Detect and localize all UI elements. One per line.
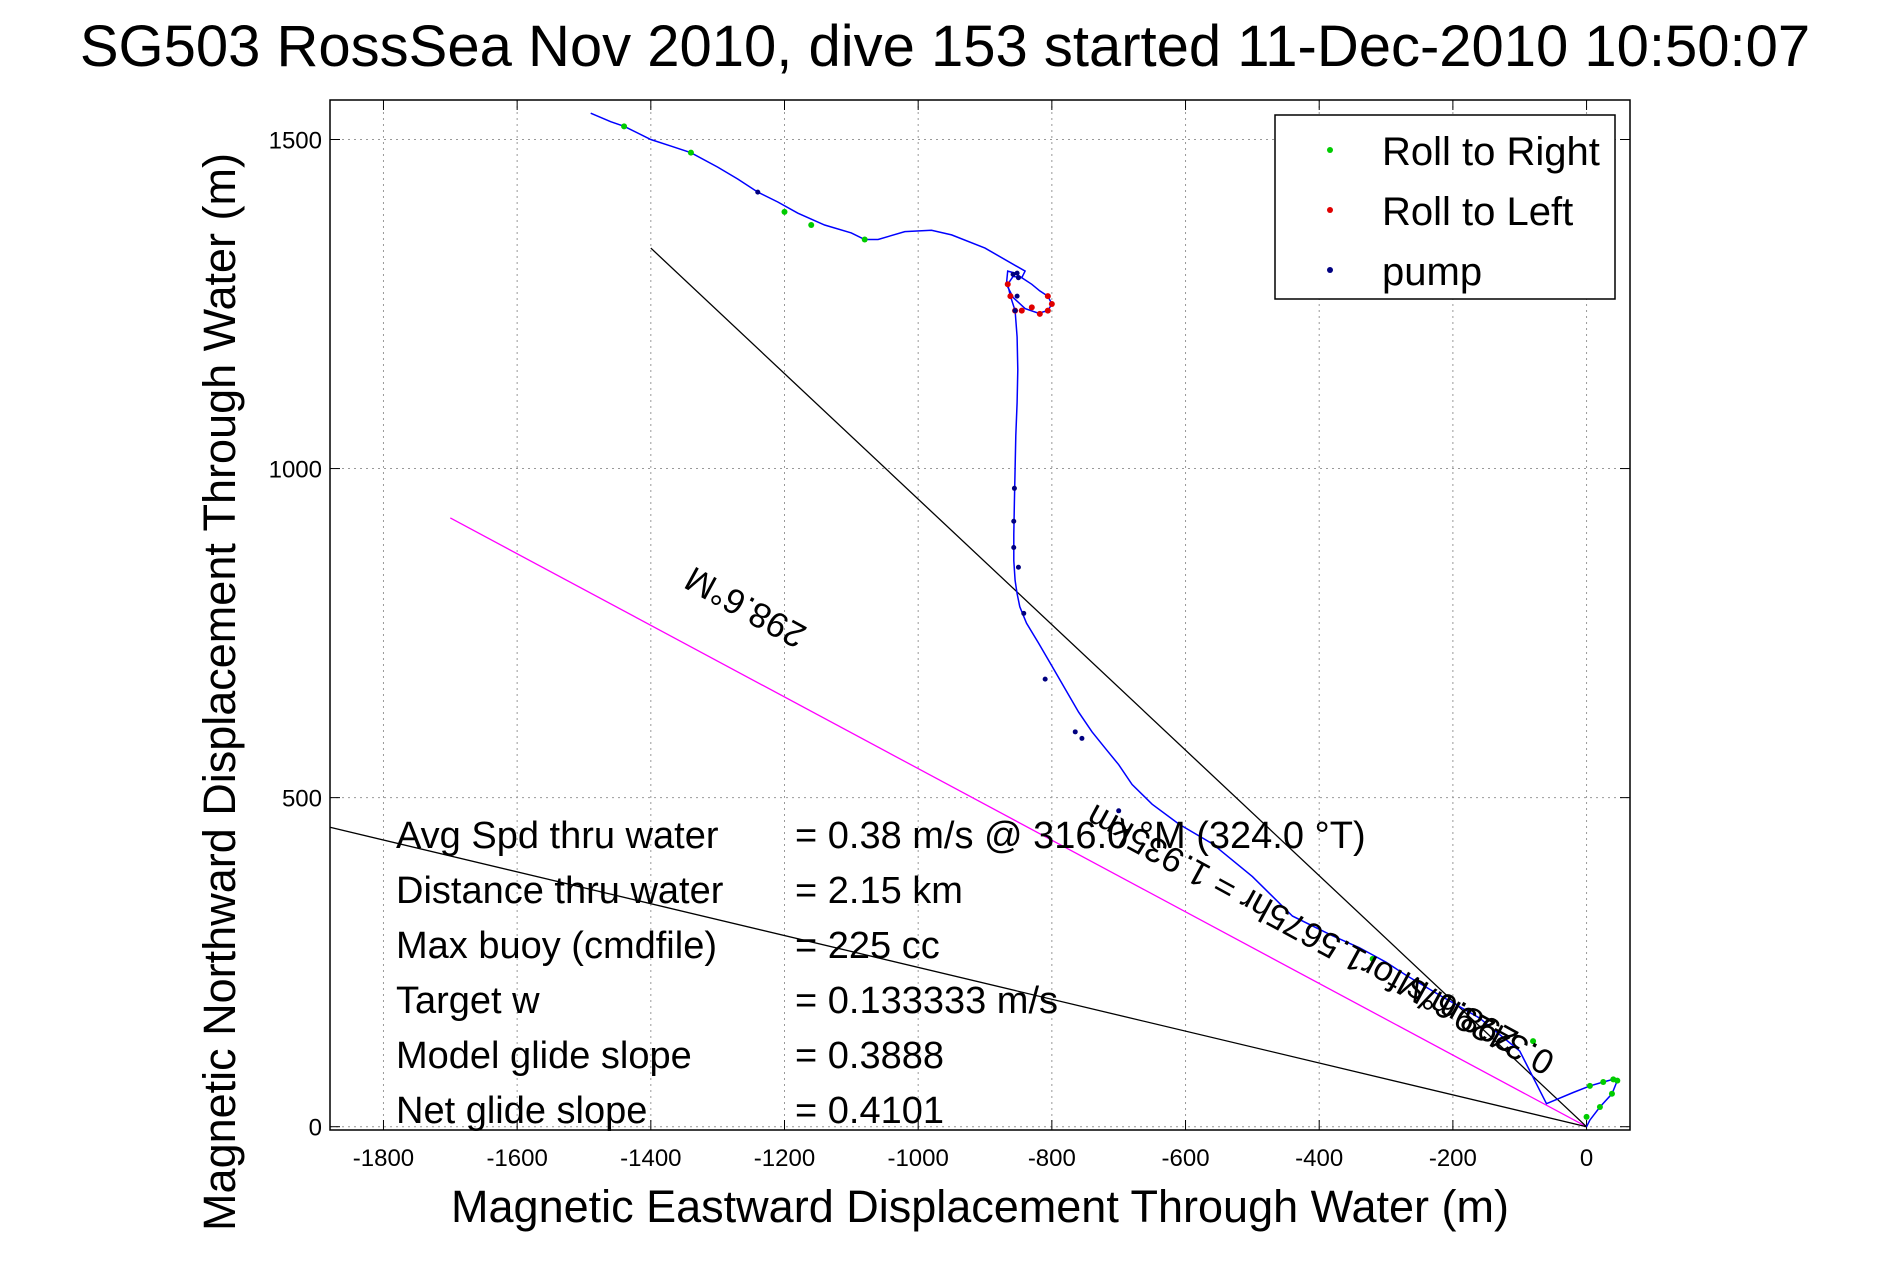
- legend-marker: [1327, 267, 1333, 273]
- roll-right-marker: [687, 149, 694, 156]
- x-tick-label: 0: [1580, 1145, 1593, 1172]
- stat-label: Net glide slope: [396, 1090, 647, 1132]
- stat-label: Model glide slope: [396, 1035, 692, 1077]
- pump-marker: [1014, 293, 1020, 299]
- roll-right-marker: [1600, 1078, 1607, 1085]
- stat-value: = 0.4101: [795, 1090, 944, 1132]
- pump-marker: [1011, 485, 1017, 491]
- pump-marker: [1015, 275, 1021, 281]
- pump-marker: [1072, 729, 1078, 735]
- pump-marker: [1042, 676, 1048, 682]
- legend-label: Roll to Right: [1382, 130, 1600, 174]
- pump-marker: [1011, 518, 1017, 524]
- x-axis-ticks: -1800 -1600 -1400 -1200 -1000 -800 -600 -400 -20…: [353, 100, 1593, 1172]
- x-axis-label: Magnetic Eastward Displacement Through W…: [451, 1181, 1509, 1232]
- y-tick-label: 0: [309, 1115, 322, 1142]
- pump-marker: [1011, 545, 1017, 551]
- roll-left-marker: [1004, 281, 1011, 288]
- roll-left-marker: [1048, 301, 1055, 308]
- magenta-heading-line: [450, 517, 1587, 1128]
- stat-label: Max buoy (cmdfile): [396, 925, 717, 967]
- x-tick-label: -1600: [486, 1145, 547, 1172]
- pump-marker: [1014, 270, 1020, 276]
- x-tick-label: -1400: [620, 1145, 681, 1172]
- roll-right-marker: [1369, 955, 1376, 962]
- roll-left-marker: [1036, 310, 1043, 317]
- y-axis-ticks: 0 500 1000 1500: [269, 127, 1630, 1142]
- chart-title: SG503 RossSea Nov 2010, dive 153 started…: [80, 14, 1810, 79]
- pump-marker: [755, 189, 761, 195]
- y-axis-label: Magnetic Northward Displacement Through …: [194, 153, 245, 1231]
- grid-lines: [330, 100, 1630, 1130]
- stat-value: = 0.133333 m/s: [795, 980, 1058, 1022]
- roll-right-marker: [861, 236, 868, 243]
- x-tick-label: -200: [1429, 1145, 1477, 1172]
- pump-marker: [1116, 808, 1122, 814]
- x-tick-label: -1000: [887, 1145, 948, 1172]
- y-tick-label: 1500: [269, 127, 322, 154]
- pump-marker: [1012, 308, 1018, 314]
- legend-marker: [1327, 207, 1333, 213]
- roll-right-marker: [1596, 1103, 1603, 1110]
- dive-stats: Avg Spd thru water = 0.38 m/s @ 316.0 °M …: [396, 815, 1366, 1132]
- legend-label: pump: [1382, 250, 1482, 294]
- black-line-lower: [329, 826, 1587, 1128]
- stat-label: Distance thru water: [396, 870, 724, 912]
- stat-value: = 2.15 km: [795, 870, 963, 912]
- roll-right-marker: [1530, 1038, 1537, 1045]
- pump-marker: [1021, 610, 1027, 616]
- roll-right-marker: [781, 208, 788, 215]
- pump-marker: [1015, 564, 1021, 570]
- x-tick-label: -400: [1295, 1145, 1343, 1172]
- roll-right-marker: [1610, 1076, 1617, 1083]
- y-tick-label: 1000: [269, 457, 322, 484]
- stat-value: = 0.3888: [795, 1035, 944, 1077]
- stat-value: = 0.38 m/s @ 316.0 °M (324.0 °T): [795, 815, 1366, 857]
- x-tick-label: -600: [1162, 1145, 1210, 1172]
- roll-left-marker: [1044, 307, 1051, 314]
- roll-left-marker: [1028, 304, 1035, 311]
- y-tick-label: 500: [282, 786, 322, 813]
- plot-frame: [329, 99, 1631, 1131]
- x-tick-label: -1800: [353, 1145, 414, 1172]
- reference-lines: [329, 247, 1588, 1128]
- roll-left-marker: [1007, 293, 1014, 300]
- roll-right-marker: [621, 123, 628, 130]
- roll-left-marker: [1018, 307, 1025, 314]
- legend-label: Roll to Left: [1382, 190, 1573, 234]
- x-tick-label: -1200: [754, 1145, 815, 1172]
- pump-marker: [1079, 735, 1085, 741]
- pump-marker: [1010, 271, 1016, 277]
- roll-right-marker: [1586, 1082, 1593, 1089]
- roll-right-marker: [1583, 1113, 1590, 1120]
- roll-right-marker: [808, 222, 815, 229]
- roll-left-marker: [1044, 293, 1051, 300]
- black-line-upper: [650, 247, 1588, 1128]
- stat-label: Target w: [396, 980, 540, 1022]
- event-markers: [621, 123, 1621, 1120]
- x-tick-label: -800: [1028, 1145, 1076, 1172]
- legend-marker: [1327, 147, 1333, 153]
- stat-value: = 225 cc: [795, 925, 940, 967]
- roll-right-marker: [1608, 1090, 1615, 1097]
- legend: Roll to Right Roll to Left pump: [1274, 114, 1616, 300]
- stat-label: Avg Spd thru water: [396, 815, 719, 857]
